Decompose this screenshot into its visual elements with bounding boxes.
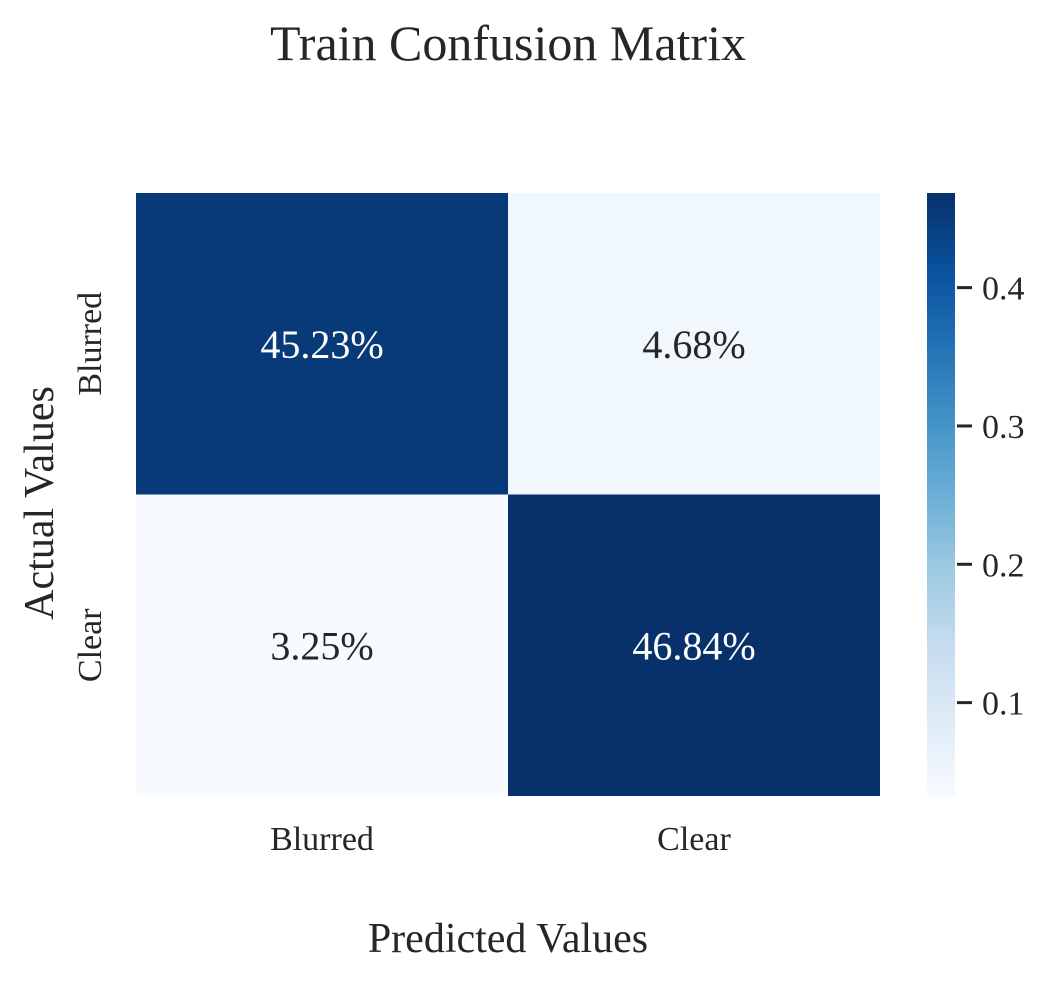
heatmap-cell [136, 494, 508, 796]
cell-value-label: 4.68% [642, 322, 745, 367]
y-tick-label: Clear [72, 608, 109, 682]
colorbar-tick-label: 0.3 [982, 409, 1025, 446]
heatmap-cell [136, 193, 508, 495]
heatmap-cell [508, 494, 880, 796]
cell-value-label: 3.25% [270, 623, 373, 668]
colorbar-ticks: 0.1 0.2 0.3 0.4 [957, 271, 1025, 723]
y-axis-label: Actual Values [17, 386, 63, 620]
heatmap-cell [508, 193, 880, 495]
colorbar-tick-label: 0.4 [982, 271, 1025, 308]
colorbar [927, 193, 955, 796]
x-tick-label: Clear [657, 821, 731, 858]
colorbar-tick-label: 0.2 [982, 547, 1025, 584]
x-tick-label: Blurred [270, 821, 374, 858]
heatmap-cells [136, 193, 880, 796]
y-tick-labels: Blurred Clear [72, 292, 109, 682]
cell-value-label: 46.84% [632, 623, 755, 668]
cell-value-label: 45.23% [260, 322, 383, 367]
colorbar-tick-label: 0.1 [982, 686, 1025, 723]
x-axis-label: Predicted Values [368, 916, 648, 962]
y-tick-label: Blurred [72, 292, 109, 396]
x-tick-labels: Blurred Clear [270, 821, 731, 858]
cell-labels: 45.23% 4.68% 3.25% 46.84% [260, 322, 755, 669]
chart-title: Train Confusion Matrix [270, 15, 746, 71]
